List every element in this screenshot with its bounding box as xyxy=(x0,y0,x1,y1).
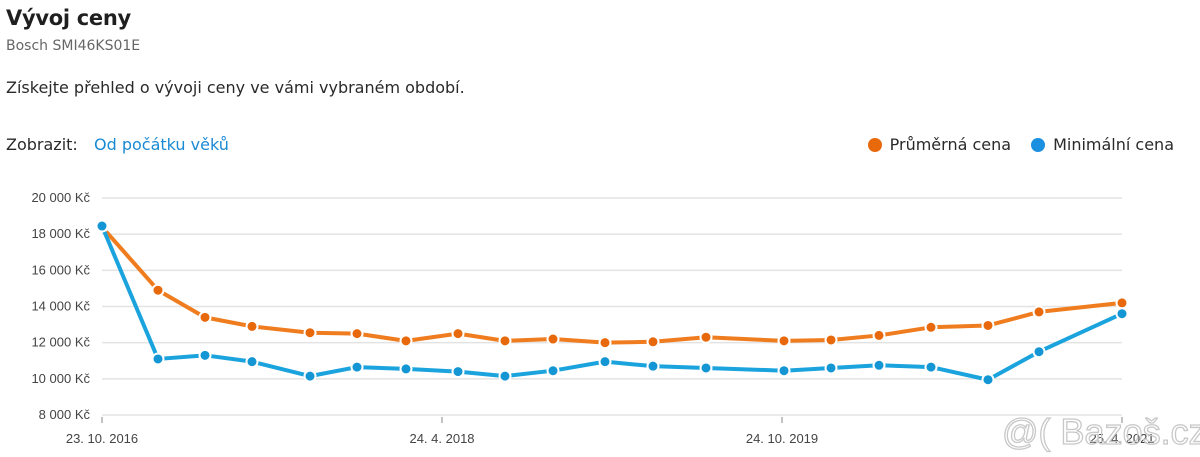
data-point[interactable] xyxy=(981,318,995,332)
x-tick-label: 25. 4. 2021 xyxy=(1089,431,1154,446)
period-label: Zobrazit: xyxy=(6,135,78,154)
watermark: @( Bazoš.cz xyxy=(1002,411,1200,452)
legend-label: Průměrná cena xyxy=(889,135,1012,154)
chart-legend: Průměrná cena Minimální cena xyxy=(867,135,1174,154)
data-point[interactable] xyxy=(546,364,560,378)
data-point[interactable] xyxy=(1115,307,1129,321)
data-point[interactable] xyxy=(546,332,560,346)
chart-series xyxy=(95,219,1129,387)
period-selector[interactable]: Od počátku věků xyxy=(94,135,229,154)
data-point[interactable] xyxy=(872,328,886,342)
data-point[interactable] xyxy=(245,355,259,369)
data-point[interactable] xyxy=(646,359,660,373)
data-point[interactable] xyxy=(824,361,838,375)
data-point[interactable] xyxy=(198,310,212,324)
data-point[interactable] xyxy=(1032,305,1046,319)
data-point[interactable] xyxy=(151,283,165,297)
data-point[interactable] xyxy=(824,333,838,347)
data-point[interactable] xyxy=(451,327,465,341)
blue-dot-icon xyxy=(1031,137,1046,152)
data-point[interactable] xyxy=(198,348,212,362)
legend-label: Minimální cena xyxy=(1053,135,1174,154)
data-point[interactable] xyxy=(245,319,259,333)
product-name: Bosch SMI46KS01E xyxy=(6,38,141,54)
data-point[interactable] xyxy=(498,369,512,383)
data-point[interactable] xyxy=(451,365,465,379)
data-point[interactable] xyxy=(872,358,886,372)
chart-grid xyxy=(102,197,1122,416)
data-point[interactable] xyxy=(924,360,938,374)
data-point[interactable] xyxy=(95,219,109,233)
data-point[interactable] xyxy=(598,355,612,369)
x-tick-label: 24. 4. 2018 xyxy=(409,431,474,446)
data-point[interactable] xyxy=(303,369,317,383)
data-point[interactable] xyxy=(777,334,791,348)
x-tick-label: 24. 10. 2019 xyxy=(746,431,818,446)
page-title: Vývoj ceny xyxy=(6,6,131,30)
data-point[interactable] xyxy=(1115,296,1129,310)
y-tick-label: 10 000 Kč xyxy=(31,371,90,386)
data-point[interactable] xyxy=(981,373,995,387)
price-chart[interactable]: 8 000 Kč 10 000 Kč 12 000 Kč 14 000 Kč 16 00… xyxy=(0,180,1200,457)
x-tick-label: 23. 10. 2016 xyxy=(66,431,138,446)
data-point[interactable] xyxy=(498,334,512,348)
series-average-price xyxy=(95,220,1129,350)
data-point[interactable] xyxy=(399,362,413,376)
data-point[interactable] xyxy=(399,334,413,348)
data-point[interactable] xyxy=(699,361,713,375)
description: Získejte přehled o vývoji ceny ve vámi v… xyxy=(6,78,465,97)
data-point[interactable] xyxy=(350,360,364,374)
data-point[interactable] xyxy=(1032,345,1046,359)
y-tick-label: 16 000 Kč xyxy=(31,262,90,277)
data-point[interactable] xyxy=(303,326,317,340)
y-axis: 8 000 Kč 10 000 Kč 12 000 Kč 14 000 Kč 16 00… xyxy=(31,190,90,422)
y-tick-label: 20 000 Kč xyxy=(31,190,90,205)
x-axis: 23. 10. 2016 24. 4. 2018 24. 10. 2019 25. 4… xyxy=(66,417,1155,446)
series-minimum-price xyxy=(95,219,1129,387)
legend-item-average[interactable]: Průměrná cena xyxy=(867,135,1012,154)
data-point[interactable] xyxy=(777,364,791,378)
orange-dot-icon xyxy=(867,137,882,152)
y-tick-label: 8 000 Kč xyxy=(39,407,91,422)
data-point[interactable] xyxy=(646,335,660,349)
data-point[interactable] xyxy=(924,320,938,334)
y-tick-label: 12 000 Kč xyxy=(31,335,90,350)
y-tick-label: 14 000 Kč xyxy=(31,299,90,314)
legend-item-minimum[interactable]: Minimální cena xyxy=(1031,135,1174,154)
data-point[interactable] xyxy=(598,336,612,350)
data-point[interactable] xyxy=(350,327,364,341)
y-tick-label: 18 000 Kč xyxy=(31,226,90,241)
data-point[interactable] xyxy=(151,352,165,366)
data-point[interactable] xyxy=(699,330,713,344)
